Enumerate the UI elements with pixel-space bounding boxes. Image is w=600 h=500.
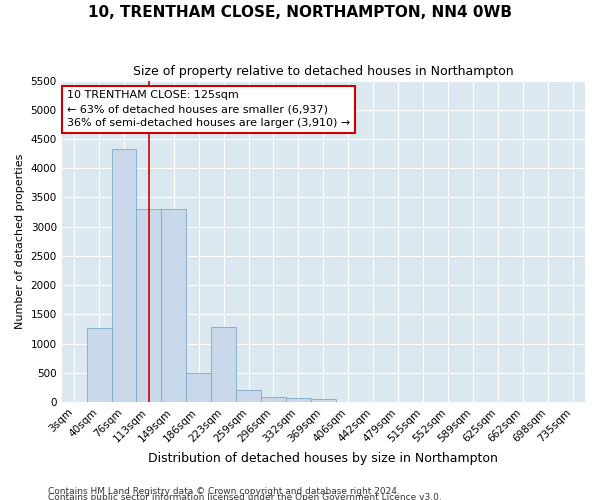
Bar	[186, 374, 211, 402]
Bar	[311, 398, 336, 402]
Text: Contains HM Land Registry data © Crown copyright and database right 2024.: Contains HM Land Registry data © Crown c…	[48, 486, 400, 496]
X-axis label: Distribution of detached houses by size in Northampton: Distribution of detached houses by size …	[148, 452, 498, 465]
Text: 10, TRENTHAM CLOSE, NORTHAMPTON, NN4 0WB: 10, TRENTHAM CLOSE, NORTHAMPTON, NN4 0WB	[88, 5, 512, 20]
Text: Contains public sector information licensed under the Open Government Licence v3: Contains public sector information licen…	[48, 492, 442, 500]
Y-axis label: Number of detached properties: Number of detached properties	[15, 154, 25, 329]
Bar	[211, 327, 236, 402]
Bar	[112, 149, 136, 402]
Bar	[236, 390, 261, 402]
Bar	[136, 209, 161, 402]
Bar	[286, 398, 311, 402]
Text: 10 TRENTHAM CLOSE: 125sqm
← 63% of detached houses are smaller (6,937)
36% of se: 10 TRENTHAM CLOSE: 125sqm ← 63% of detac…	[67, 90, 350, 128]
Bar	[261, 398, 286, 402]
Title: Size of property relative to detached houses in Northampton: Size of property relative to detached ho…	[133, 65, 514, 78]
Bar	[161, 209, 186, 402]
Bar	[86, 328, 112, 402]
